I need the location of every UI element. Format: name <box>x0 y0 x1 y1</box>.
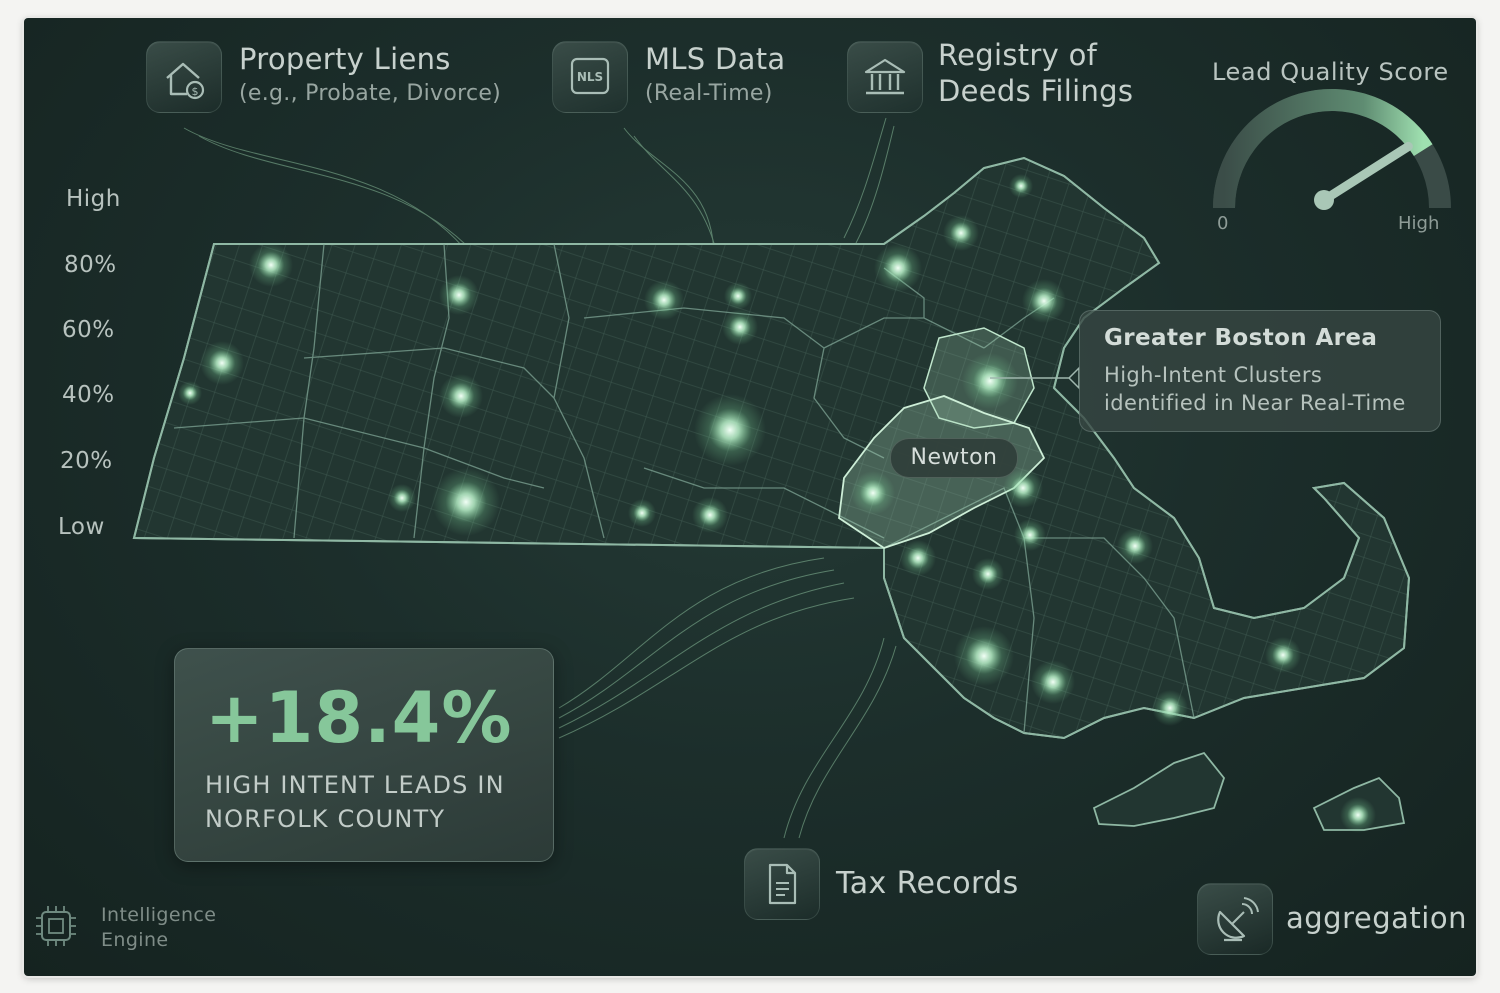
scale-label-60: 60% <box>62 317 115 343</box>
mls-title: MLS Data <box>645 42 786 76</box>
lead-quality-gauge <box>1213 88 1451 210</box>
scale-label-40: 40% <box>62 382 115 408</box>
registry-title-line1: Registry of <box>938 38 1098 72</box>
nls-badge-text: NLS <box>577 70 603 84</box>
tax-records-title: Tax Records <box>836 866 1019 901</box>
map-dashboard: $ Property Liens (e.g., Probate, Divorce… <box>24 18 1476 976</box>
stat-line1: HIGH INTENT LEADS IN <box>205 771 505 799</box>
property-liens-icon-tile: $ <box>146 41 222 113</box>
scale-label-20: 20% <box>60 448 113 474</box>
scale-label-low: Low <box>58 514 105 540</box>
massachusetts-map <box>132 88 1451 839</box>
hotspots <box>178 174 1376 833</box>
mls-icon-tile: NLS <box>552 41 628 113</box>
engine-line1: Intelligence <box>101 904 217 926</box>
gauge-min-label: 0 <box>1217 213 1229 234</box>
house-dollar-icon: $ <box>166 62 205 100</box>
marthas-vineyard-island <box>1092 751 1226 827</box>
aggregation-title: aggregation <box>1286 901 1467 935</box>
greater-boston-callout[interactable]: Greater Boston Area High-Intent Clusters… <box>1079 310 1441 432</box>
chip-icon <box>36 906 76 946</box>
document-icon <box>768 863 797 905</box>
callout-line2: identified in Near Real-Time <box>1104 391 1406 415</box>
aggregation-icon-tile <box>1197 883 1273 955</box>
scale-label-80: 80% <box>64 252 117 278</box>
bank-building-icon <box>864 58 906 95</box>
stat-value: +18.4% <box>205 677 513 759</box>
property-liens-title: Property Liens <box>239 42 451 76</box>
newton-label[interactable]: Newton <box>890 438 1018 478</box>
svg-text:$: $ <box>192 85 199 98</box>
registry-title-line2: Deeds Filings <box>938 74 1134 108</box>
nls-badge-icon: NLS <box>570 57 610 95</box>
data-streams <box>183 117 897 839</box>
intelligence-engine-label: Intelligence Engine <box>101 903 216 953</box>
property-liens-subtitle: (e.g., Probate, Divorce) <box>239 81 502 106</box>
tax-records-icon-tile <box>744 848 820 920</box>
stat-line2: NORFOLK COUNTY <box>205 805 446 833</box>
gauge-title: Lead Quality Score <box>1212 58 1449 86</box>
engine-line2: Engine <box>101 929 169 951</box>
satellite-dish-icon <box>1217 897 1259 942</box>
norfolk-stat-card: +18.4% HIGH INTENT LEADS IN NORFOLK COUN… <box>174 648 554 862</box>
scale-label-high: High <box>66 186 121 212</box>
mls-subtitle: (Real-Time) <box>645 81 773 106</box>
callout-title: Greater Boston Area <box>1104 325 1378 351</box>
gauge-max-label: High <box>1398 213 1440 234</box>
callout-line1: High-Intent Clusters <box>1104 363 1323 387</box>
registry-icon-tile <box>847 41 923 113</box>
